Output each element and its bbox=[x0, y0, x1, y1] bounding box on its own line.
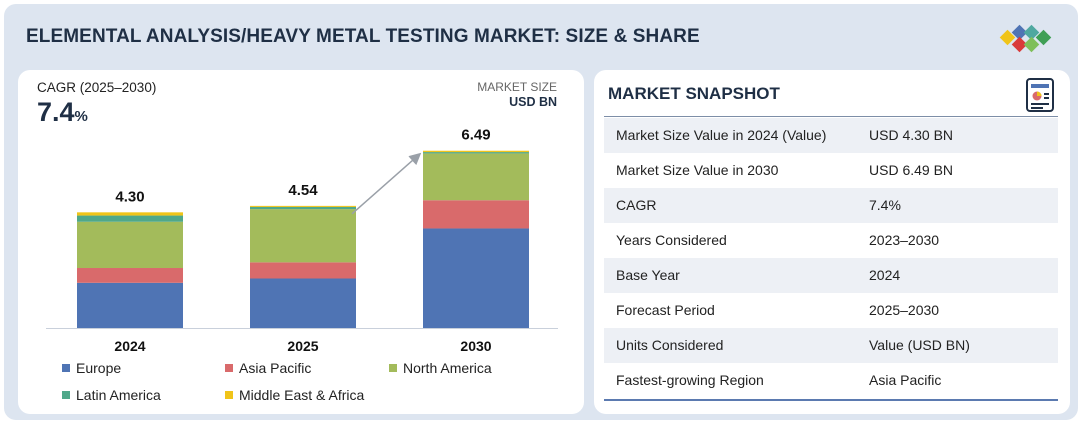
bar-segment-2025-europe bbox=[250, 278, 356, 328]
snapshot-row-value: 7.4% bbox=[869, 197, 901, 213]
chart-legend: Europe Asia Pacific North America Latin Ame… bbox=[62, 360, 562, 420]
page-title: ELEMENTAL ANALYSIS/HEAVY METAL TESTING M… bbox=[26, 26, 700, 47]
cagr-number: 7.4 bbox=[37, 97, 75, 127]
bar-segment-2024-asia-pacific bbox=[77, 268, 183, 283]
snapshot-row-value: 2023–2030 bbox=[869, 232, 940, 248]
market-snapshot-panel: MARKET SNAPSHOT Market Size Value in 202… bbox=[594, 70, 1070, 414]
report-icon bbox=[1026, 78, 1054, 112]
snapshot-divider bbox=[604, 116, 1058, 117]
snapshot-row: Market Size Value in 2030 USD 6.49 BN bbox=[604, 153, 1058, 188]
bar-segment-2024-europe bbox=[77, 282, 183, 328]
cagr-unit: % bbox=[74, 108, 88, 125]
legend-item-north-america: North America bbox=[389, 360, 492, 376]
bar-segment-2030-latin-america bbox=[423, 152, 529, 154]
snapshot-row: Base Year 2024 bbox=[604, 258, 1058, 293]
snapshot-row-key: Fastest-growing Region bbox=[616, 372, 764, 388]
stacked-bar-chart: 4.30 2024 4.54 2025 6.49 2030 bbox=[46, 127, 558, 354]
cagr-label: CAGR (2025–2030) bbox=[37, 80, 157, 95]
bar-segment-2030-north-america bbox=[423, 153, 529, 201]
snapshot-row-key: Market Size Value in 2024 (Value) bbox=[616, 127, 827, 143]
legend-swatch bbox=[389, 364, 397, 372]
snapshot-row: Market Size Value in 2024 (Value) USD 4.3… bbox=[604, 118, 1058, 153]
snapshot-row-value: 2025–2030 bbox=[869, 302, 940, 318]
snapshot-row-value: USD 4.30 BN bbox=[869, 127, 954, 143]
snapshot-row: Forecast Period 2025–2030 bbox=[604, 293, 1058, 328]
bar-segment-2030-middle-east-africa bbox=[423, 150, 529, 153]
bar-segment-2030-asia-pacific bbox=[423, 200, 529, 229]
bar-segment-2024-middle-east-africa bbox=[77, 212, 183, 216]
bar-total-label: 4.30 bbox=[115, 188, 144, 205]
snapshot-row-value: Value (USD BN) bbox=[869, 337, 970, 353]
bar-segment-2025-asia-pacific bbox=[250, 262, 356, 279]
bar-segment-2024-north-america bbox=[77, 221, 183, 269]
legend-item-latin-america: Latin America bbox=[62, 387, 161, 403]
snapshot-row: Fastest-growing Region Asia Pacific bbox=[604, 363, 1058, 398]
bar-segment-2025-north-america bbox=[250, 209, 356, 263]
bar-segment-2025-middle-east-africa bbox=[250, 205, 356, 207]
legend-swatch bbox=[225, 364, 233, 372]
market-size-label: MARKET SIZE bbox=[477, 80, 557, 94]
infographic-frame: ELEMENTAL ANALYSIS/HEAVY METAL TESTING M… bbox=[4, 4, 1078, 420]
snapshot-row-key: Base Year bbox=[616, 267, 680, 283]
legend-label: Middle East & Africa bbox=[239, 387, 365, 403]
x-tick-label: 2030 bbox=[460, 338, 491, 354]
x-tick-label: 2024 bbox=[114, 338, 145, 354]
snapshot-row: Years Considered 2023–2030 bbox=[604, 223, 1058, 258]
legend-item-middle-east-africa: Middle East & Africa bbox=[225, 387, 364, 403]
legend-swatch bbox=[225, 391, 233, 399]
snapshot-row-key: Market Size Value in 2030 bbox=[616, 162, 779, 178]
bar-segment-2024-latin-america bbox=[77, 215, 183, 222]
legend-swatch bbox=[62, 391, 70, 399]
legend-label: Asia Pacific bbox=[239, 360, 312, 376]
legend-item-europe: Europe bbox=[62, 360, 121, 376]
snapshot-row-key: CAGR bbox=[616, 197, 657, 213]
bar-total-label: 6.49 bbox=[461, 127, 490, 144]
snapshot-row: CAGR 7.4% bbox=[604, 188, 1058, 223]
cagr-value: 7.4% bbox=[37, 97, 88, 128]
snapshot-title: MARKET SNAPSHOT bbox=[608, 84, 780, 103]
brand-logo-icon bbox=[999, 24, 1052, 53]
legend-item-asia-pacific: Asia Pacific bbox=[225, 360, 311, 376]
snapshot-row-value: Asia Pacific bbox=[869, 372, 942, 388]
snapshot-row-value: 2024 bbox=[869, 267, 901, 283]
legend-swatch bbox=[62, 364, 70, 372]
bar-segment-2030-europe bbox=[423, 228, 529, 328]
growth-arrow bbox=[351, 152, 422, 215]
snapshot-row: Units Considered Value (USD BN) bbox=[604, 328, 1058, 363]
legend-label: North America bbox=[403, 360, 492, 376]
snapshot-row-key: Years Considered bbox=[616, 232, 727, 248]
legend-label: Europe bbox=[76, 360, 122, 376]
bar-total-label: 4.54 bbox=[288, 182, 318, 199]
x-tick-label: 2025 bbox=[287, 338, 318, 354]
market-size-unit: USD BN bbox=[509, 95, 557, 109]
snapshot-table: Market Size Value in 2024 (Value) USD 4.3… bbox=[604, 118, 1058, 398]
snapshot-bottom-rule bbox=[604, 399, 1058, 401]
legend-label: Latin America bbox=[76, 387, 161, 403]
bar-segment-2025-latin-america bbox=[250, 206, 356, 210]
market-size-panel: CAGR (2025–2030) 7.4% MARKET SIZE USD BN… bbox=[18, 70, 584, 414]
snapshot-row-key: Units Considered bbox=[616, 337, 724, 353]
snapshot-row-key: Forecast Period bbox=[616, 302, 715, 318]
snapshot-row-value: USD 6.49 BN bbox=[869, 162, 954, 178]
